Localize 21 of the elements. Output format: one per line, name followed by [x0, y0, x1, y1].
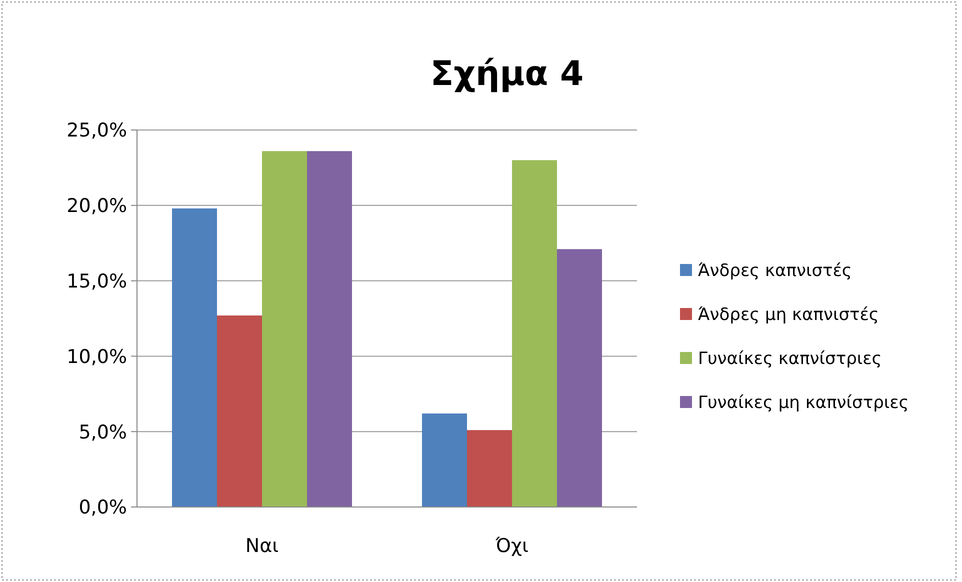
- y-tick-label: 20,0%: [66, 195, 127, 218]
- y-tick-label: 15,0%: [66, 270, 127, 292]
- bar: [217, 315, 262, 507]
- bar: [467, 430, 512, 507]
- x-tick-label: Όχι: [494, 535, 528, 557]
- legend-label: Άνδρες μη καπνιστές: [698, 304, 879, 325]
- bar: [307, 151, 352, 507]
- y-tick-label: 10,0%: [66, 346, 127, 368]
- legend-label: Γυναίκες μη καπνίστριες: [698, 392, 909, 413]
- bar: [262, 151, 307, 507]
- legend-label: Γυναίκες καπνίστριες: [698, 348, 882, 369]
- chart-title: Σχήμα 4: [430, 54, 584, 94]
- bar: [557, 249, 602, 507]
- y-tick-label: 5,0%: [78, 421, 127, 444]
- bar: [512, 160, 557, 507]
- bar: [172, 208, 217, 507]
- y-tick-label: 25,0%: [66, 120, 127, 142]
- y-tick-label: 0,0%: [78, 496, 127, 519]
- x-tick-label: Ναι: [245, 535, 279, 557]
- bar: [422, 414, 467, 507]
- legend-label: Άνδρες καπνιστές: [698, 260, 852, 281]
